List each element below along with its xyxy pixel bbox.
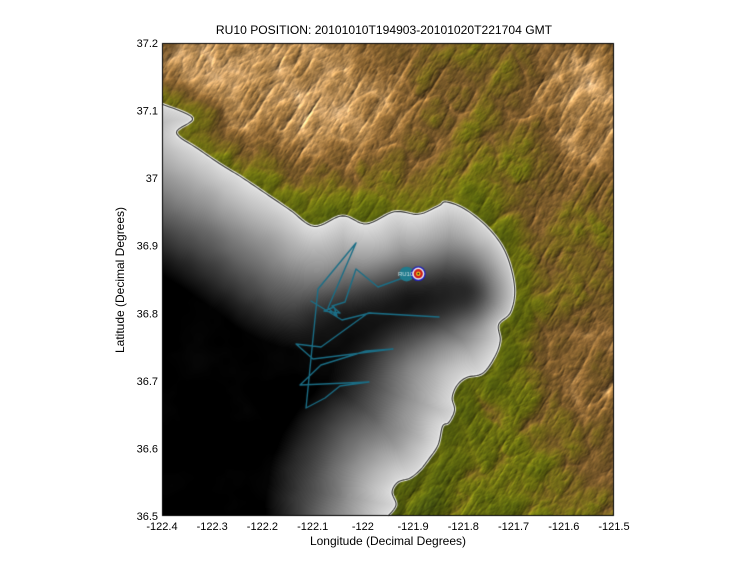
svg-text:37.2: 37.2	[137, 38, 158, 50]
svg-text:-121.7: -121.7	[498, 521, 529, 533]
svg-text:37.1: 37.1	[137, 106, 158, 118]
svg-text:-121.9: -121.9	[397, 521, 428, 533]
svg-text:-122.3: -122.3	[197, 521, 228, 533]
svg-text:-122.4: -122.4	[146, 521, 177, 533]
svg-text:36.9: 36.9	[137, 241, 158, 253]
svg-text:-121.5: -121.5	[598, 521, 629, 533]
svg-text:-122.1: -122.1	[297, 521, 328, 533]
svg-text:-122: -122	[352, 521, 374, 533]
svg-text:-122.2: -122.2	[247, 521, 278, 533]
svg-text:36.6: 36.6	[137, 443, 158, 455]
svg-text:RU10 POSITION: 20101010T194903: RU10 POSITION: 20101010T194903-20101020T…	[216, 23, 553, 37]
svg-text:-121.6: -121.6	[548, 521, 579, 533]
svg-text:Latitude (Decimal Degrees): Latitude (Decimal Degrees)	[113, 207, 127, 353]
svg-text:Longitude (Decimal Degrees): Longitude (Decimal Degrees)	[310, 534, 466, 548]
svg-text:36.7: 36.7	[137, 376, 158, 388]
svg-text:36.8: 36.8	[137, 308, 158, 320]
svg-text:37: 37	[146, 173, 158, 185]
svg-text:-121.8: -121.8	[448, 521, 479, 533]
